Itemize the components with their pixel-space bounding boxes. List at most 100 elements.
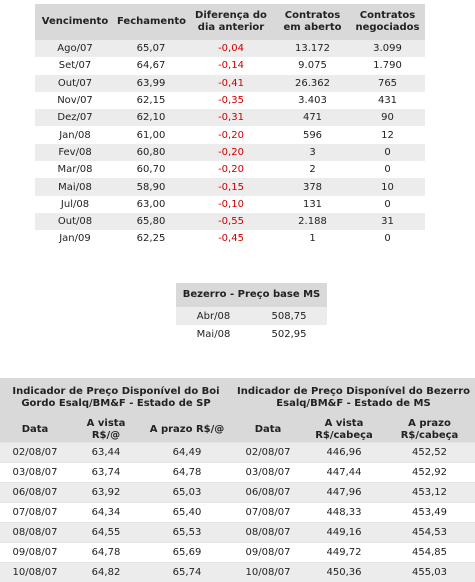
table-cell: 10/08/07 — [232, 563, 304, 582]
header-row: Bezerro - Preço base MS — [176, 283, 327, 307]
table-cell: 60,80 — [115, 144, 187, 161]
table-cell: 3.403 — [275, 92, 350, 109]
table-cell: -0,14 — [187, 57, 275, 74]
column-header: A vista R$/cabeça — [304, 418, 384, 443]
table-title: Bezerro - Preço base MS — [176, 283, 327, 307]
table-cell: 431 — [350, 92, 425, 109]
table-cell: 596 — [275, 126, 350, 143]
table-cell: 448,33 — [304, 503, 384, 523]
table-cell: 455,03 — [384, 563, 475, 582]
table-cell: 446,96 — [304, 443, 384, 463]
table-cell: 62,15 — [115, 92, 187, 109]
column-header: A prazo R$/cabeça — [384, 418, 475, 443]
table-cell: 63,74 — [70, 463, 142, 483]
column-header: Data — [0, 418, 70, 443]
table-cell: Jan/09 — [35, 230, 115, 247]
table-cell: -0,45 — [187, 230, 275, 247]
table-cell: 447,96 — [304, 483, 384, 503]
table-cell: 502,95 — [251, 325, 327, 343]
table-cell: 508,75 — [251, 307, 327, 325]
table-cell: -0,10 — [187, 196, 275, 213]
table-cell: 3.099 — [350, 40, 425, 57]
table-cell: 63,92 — [70, 483, 142, 503]
group-title: Indicador de Preço Disponível do Bezerro… — [232, 378, 475, 418]
table-cell: 26.362 — [275, 75, 350, 92]
table-cell: Out/07 — [35, 75, 115, 92]
table-cell: -0,04 — [187, 40, 275, 57]
table-cell: 02/08/07 — [0, 443, 70, 463]
table-cell: 10 — [350, 178, 425, 195]
table-cell: 07/08/07 — [0, 503, 70, 523]
table-cell: 65,07 — [115, 40, 187, 57]
table-cell: 0 — [350, 161, 425, 178]
table-cell: Mai/08 — [35, 178, 115, 195]
table-cell: Abr/08 — [176, 307, 251, 325]
table-cell: 0 — [350, 230, 425, 247]
table-cell: 1.790 — [350, 57, 425, 74]
column-header: Contratos em aberto — [275, 4, 350, 40]
table-cell: 62,25 — [115, 230, 187, 247]
table-cell: 65,80 — [115, 213, 187, 230]
table-cell: -0,20 — [187, 126, 275, 143]
table-cell: 65,53 — [142, 523, 232, 543]
table-cell: -0,41 — [187, 75, 275, 92]
table-cell: 64,67 — [115, 57, 187, 74]
table-cell: 9.075 — [275, 57, 350, 74]
table-cell: 02/08/07 — [232, 443, 304, 463]
table-cell: 63,44 — [70, 443, 142, 463]
table-cell: 471 — [275, 109, 350, 126]
table-cell: 0 — [350, 196, 425, 213]
table-cell: -0,31 — [187, 109, 275, 126]
table-cell: 452,52 — [384, 443, 475, 463]
table-cell: 452,92 — [384, 463, 475, 483]
column-header: Data — [232, 418, 304, 443]
table-cell: -0,55 — [187, 213, 275, 230]
table-cell: 65,74 — [142, 563, 232, 582]
table-cell: Out/08 — [35, 213, 115, 230]
table-cell: 453,49 — [384, 503, 475, 523]
table-cell: Jan/08 — [35, 126, 115, 143]
table-cell: 03/08/07 — [0, 463, 70, 483]
table-cell: Nov/07 — [35, 92, 115, 109]
table-cell: 07/08/07 — [232, 503, 304, 523]
table-cell: 03/08/07 — [232, 463, 304, 483]
table-cell: Ago/07 — [35, 40, 115, 57]
table-cell: -0,15 — [187, 178, 275, 195]
table-cell: -0,20 — [187, 161, 275, 178]
table-cell: 08/08/07 — [0, 523, 70, 543]
table-cell: Dez/07 — [35, 109, 115, 126]
table-cell: 90 — [350, 109, 425, 126]
table-cell: 0 — [350, 144, 425, 161]
table-cell: 1 — [275, 230, 350, 247]
table-cell: 378 — [275, 178, 350, 195]
table-cell: 450,36 — [304, 563, 384, 582]
table-cell: 08/08/07 — [232, 523, 304, 543]
table-cell: 64,34 — [70, 503, 142, 523]
table-cell: 13.172 — [275, 40, 350, 57]
group-title: Indicador de Preço Disponível do Boi Gor… — [0, 378, 232, 418]
table-cell: 10/08/07 — [0, 563, 70, 582]
table-cell: 65,03 — [142, 483, 232, 503]
table-cell: 64,55 — [70, 523, 142, 543]
table-cell: 06/08/07 — [0, 483, 70, 503]
table-cell: Fev/08 — [35, 144, 115, 161]
table-cell: 58,90 — [115, 178, 187, 195]
